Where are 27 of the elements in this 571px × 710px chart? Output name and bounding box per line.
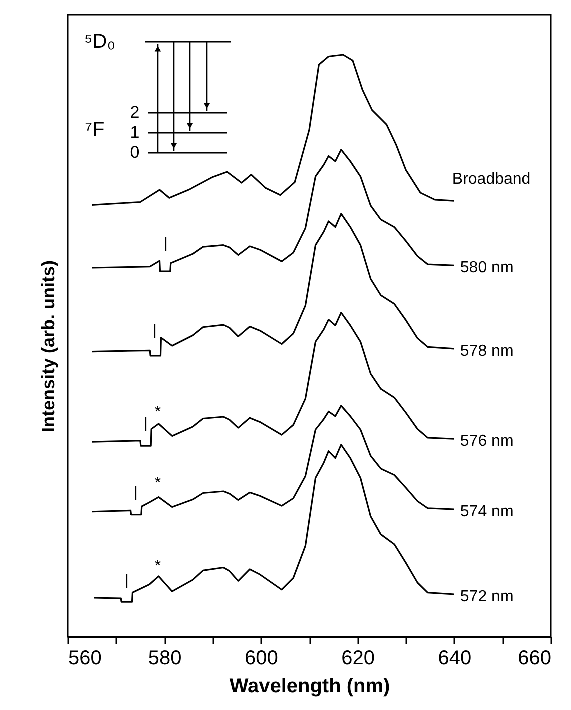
annotation: 0 [130, 143, 140, 162]
annotation: * [154, 558, 162, 575]
annotation: 1 [130, 123, 140, 142]
text: ⁵D₀ [84, 31, 116, 53]
annotation: | [164, 235, 168, 252]
annotation: | [134, 484, 138, 501]
x-tick-label: 620 [342, 648, 375, 670]
annotation: ⁷F [85, 119, 105, 141]
annotation: | [144, 415, 148, 432]
y-axis-title: Intensity (arb. units) [38, 260, 58, 433]
x-tick-label: 600 [245, 648, 278, 670]
annotation: | [125, 572, 129, 589]
series-label: 578 nm [460, 342, 514, 360]
x-tick-label: 580 [148, 648, 182, 670]
annotation: * [154, 404, 162, 421]
series-label: 580 nm [460, 260, 514, 277]
annotation: 2 [130, 103, 140, 122]
series-label: 572 nm [460, 588, 514, 606]
annotation: * [154, 475, 162, 492]
x-tick-label: 560 [68, 648, 102, 670]
series-label: 574 nm [460, 504, 514, 521]
series-label: Broadband [452, 171, 531, 188]
x-tick-label: 640 [438, 648, 472, 670]
x-tick-label: 660 [518, 648, 552, 670]
series-label: 576 nm [460, 433, 514, 450]
annotation: | [153, 322, 157, 339]
x-axis-title: Wavelength (nm) [230, 676, 390, 698]
